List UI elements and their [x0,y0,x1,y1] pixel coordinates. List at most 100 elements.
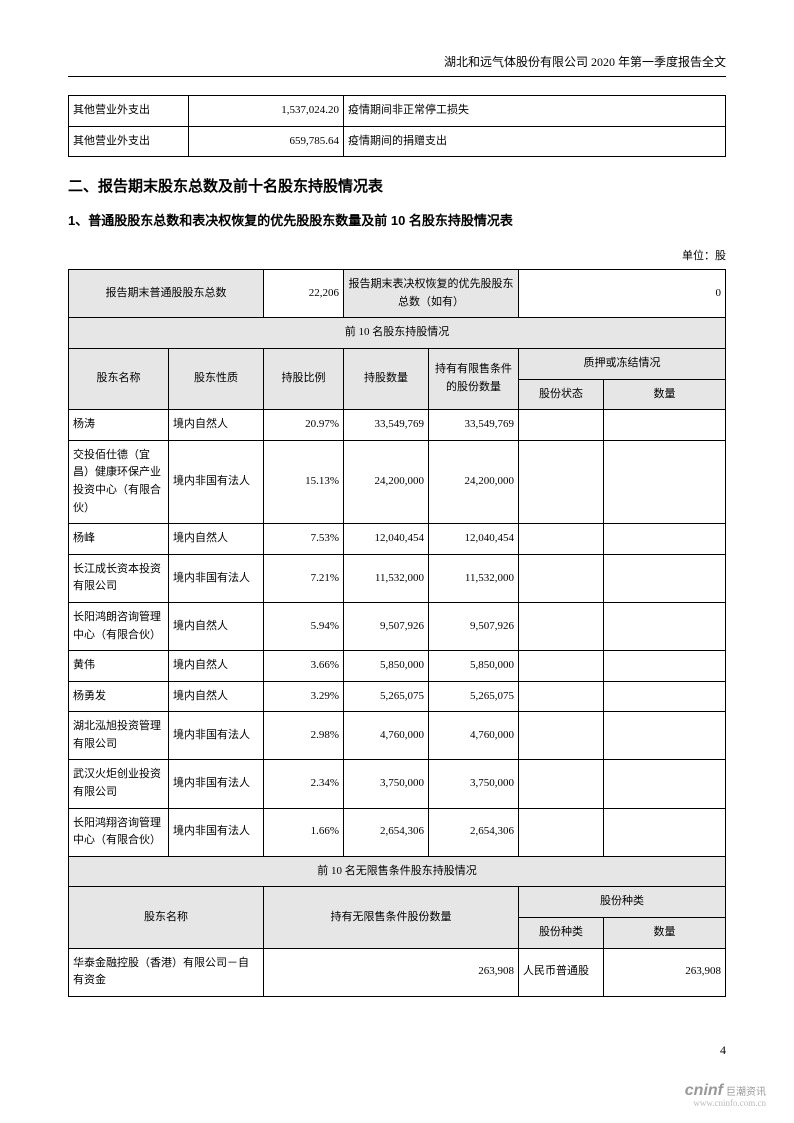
col-header: 数量 [604,918,726,949]
pledge-num [604,524,726,555]
shareholder-name: 黄伟 [69,651,169,682]
shareholder-limited: 24,200,000 [429,440,519,523]
shareholder-nature: 境内自然人 [169,524,264,555]
shareholder-nature: 境内非国有法人 [169,554,264,602]
shareholder-qty: 4,760,000 [344,712,429,760]
shareholder-name: 湖北泓旭投资管理有限公司 [69,712,169,760]
shareholder-qty: 24,200,000 [344,440,429,523]
pledge-status [519,554,604,602]
shareholder-qty: 11,532,000 [344,554,429,602]
shareholder-ratio: 7.53% [264,524,344,555]
shareholder-nature: 境内自然人 [169,651,264,682]
expense-amount: 659,785.64 [189,126,344,157]
shareholder-nature: 境内非国有法人 [169,760,264,808]
shareholder-nature: 境内自然人 [169,410,264,441]
shareholder-ratio: 3.66% [264,651,344,682]
shareholder-ratio: 2.34% [264,760,344,808]
summary-value: 22,206 [264,270,344,318]
pledge-num [604,712,726,760]
expense-item: 其他营业外支出 [69,126,189,157]
pledge-status [519,808,604,856]
shareholder-nature: 境内非国有法人 [169,440,264,523]
col-header: 股份种类 [519,887,726,918]
table-row: 黄伟 境内自然人 3.66% 5,850,000 5,850,000 [69,651,726,682]
logo-cn: 巨潮资讯 [726,1087,766,1098]
shareholder-name: 杨勇发 [69,681,169,712]
summary-value: 0 [519,270,726,318]
shareholder-limited: 12,040,454 [429,524,519,555]
pledge-status [519,712,604,760]
col-header: 股东性质 [169,348,264,409]
table-row: 长江成长资本投资有限公司 境内非国有法人 7.21% 11,532,000 11… [69,554,726,602]
table-row: 交投佰仕德（宜昌）健康环保产业投资中心（有限合伙） 境内非国有法人 15.13%… [69,440,726,523]
logo-text: cninf [685,1082,723,1099]
pledge-status [519,524,604,555]
shareholder-nature: 境内自然人 [169,681,264,712]
shareholder-table: 报告期末普通股股东总数 22,206 报告期末表决权恢复的优先股股东总数（如有）… [68,269,726,997]
shareholder-name: 杨峰 [69,524,169,555]
shareholder-name: 武汉火炬创业投资有限公司 [69,760,169,808]
pledge-num [604,651,726,682]
pledge-num [604,681,726,712]
shareholder-qty: 12,040,454 [344,524,429,555]
table-row: 华泰金融控股（香港）有限公司－自有资金 263,908 人民币普通股 263,9… [69,948,726,996]
shareholder-limited: 11,532,000 [429,554,519,602]
pledge-num [604,440,726,523]
sub-section-title: 1、普通股股东总数和表决权恢复的优先股股东数量及前 10 名股东持股情况表 [68,210,726,229]
pledge-status [519,651,604,682]
col-header: 持有无限售条件股份数量 [264,887,519,948]
shareholder-limited: 33,549,769 [429,410,519,441]
shareholder-qty: 3,750,000 [344,760,429,808]
shareholder-ratio: 7.21% [264,554,344,602]
table-row: 武汉火炬创业投资有限公司 境内非国有法人 2.34% 3,750,000 3,7… [69,760,726,808]
col-header: 质押或冻结情况 [519,348,726,379]
expense-desc: 疫情期间非正常停工损失 [344,96,726,127]
table-row: 其他营业外支出 659,785.64 疫情期间的捐赠支出 [69,126,726,157]
shareholder-name: 长阳鸿朗咨询管理中心（有限合伙） [69,602,169,650]
col-header: 股份状态 [519,379,604,410]
table-row: 长阳鸿翔咨询管理中心（有限合伙） 境内非国有法人 1.66% 2,654,306… [69,808,726,856]
unlimited-name: 华泰金融控股（香港）有限公司－自有资金 [69,948,264,996]
footer-logo: cninf巨潮资讯 www.cninfo.com.cn [685,1082,766,1108]
shareholder-ratio: 20.97% [264,410,344,441]
expense-amount: 1,537,024.20 [189,96,344,127]
shareholder-nature: 境内非国有法人 [169,808,264,856]
pledge-num [604,602,726,650]
unlimited-type: 人民币普通股 [519,948,604,996]
table-row: 其他营业外支出 1,537,024.20 疫情期间非正常停工损失 [69,96,726,127]
top10-caption: 前 10 名股东持股情况 [69,318,726,349]
page-number: 4 [720,1043,726,1058]
shareholder-name: 交投佰仕德（宜昌）健康环保产业投资中心（有限合伙） [69,440,169,523]
shareholder-limited: 2,654,306 [429,808,519,856]
shareholder-limited: 3,750,000 [429,760,519,808]
shareholder-name: 长江成长资本投资有限公司 [69,554,169,602]
col-header: 持股比例 [264,348,344,409]
col-header: 股东名称 [69,887,264,948]
shareholder-ratio: 5.94% [264,602,344,650]
page-header-title: 湖北和远气体股份有限公司 2020 年第一季度报告全文 [68,53,726,77]
col-header: 股东名称 [69,348,169,409]
section-title: 二、报告期末股东总数及前十名股东持股情况表 [68,175,726,196]
table-row: 杨涛 境内自然人 20.97% 33,549,769 33,549,769 [69,410,726,441]
shareholder-qty: 5,850,000 [344,651,429,682]
col-header: 数量 [604,379,726,410]
expense-table: 其他营业外支出 1,537,024.20 疫情期间非正常停工损失 其他营业外支出… [68,95,726,157]
summary-label: 报告期末表决权恢复的优先股股东总数（如有） [344,270,519,318]
shareholder-qty: 2,654,306 [344,808,429,856]
shareholder-ratio: 2.98% [264,712,344,760]
unit-label: 单位：股 [68,247,726,263]
unlimited-caption: 前 10 名无限售条件股东持股情况 [69,856,726,887]
summary-label: 报告期末普通股股东总数 [69,270,264,318]
shareholder-limited: 5,265,075 [429,681,519,712]
shareholder-ratio: 15.13% [264,440,344,523]
pledge-status [519,760,604,808]
col-header: 持股数量 [344,348,429,409]
pledge-num [604,760,726,808]
shareholder-limited: 4,760,000 [429,712,519,760]
pledge-status [519,602,604,650]
shareholder-nature: 境内自然人 [169,602,264,650]
shareholder-qty: 9,507,926 [344,602,429,650]
pledge-num [604,410,726,441]
unlimited-qty: 263,908 [264,948,519,996]
col-header: 持有有限售条件的股份数量 [429,348,519,409]
